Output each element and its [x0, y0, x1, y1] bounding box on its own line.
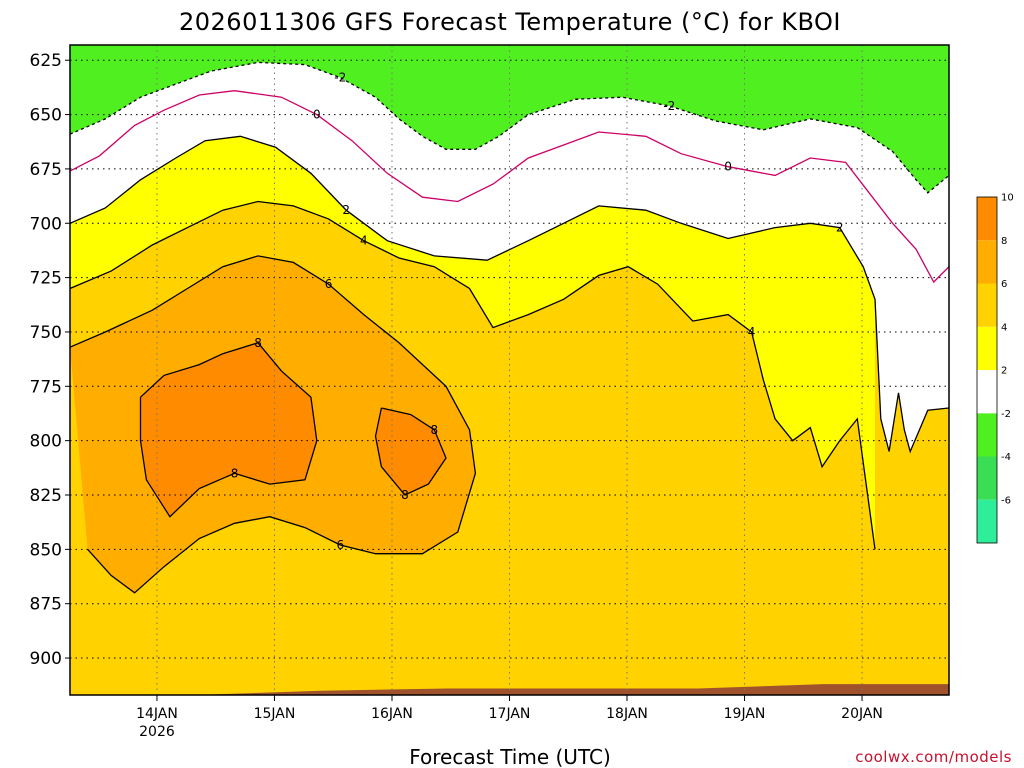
colorbar-swatch	[977, 240, 997, 284]
contour-label: -2	[334, 71, 346, 85]
contour-line-6	[70, 255, 477, 594]
x-tick-label: 18JAN	[606, 706, 648, 722]
x-axis-title: Forecast Time (UTC)	[409, 745, 611, 768]
contour-line--2	[70, 61, 949, 194]
chart-title: 2026011306 GFS Forecast Temperature (°C)…	[179, 8, 841, 36]
contour-label: -2	[663, 99, 675, 113]
credit-link[interactable]: coolwx.com/models	[855, 748, 1012, 766]
y-tick-label: 625	[30, 51, 62, 71]
colorbar-tick-label: 4	[1001, 322, 1007, 333]
contour-label: 2	[342, 203, 350, 217]
colorbar-swatch	[977, 326, 997, 370]
x-tick-sublabel: 2026	[139, 724, 175, 740]
y-tick-label: 725	[30, 269, 62, 289]
contour-label: 0	[724, 160, 732, 174]
contour-line-8	[139, 342, 318, 518]
colorbar-tick-label: 10	[1001, 193, 1014, 204]
y-tick-label: 825	[30, 486, 62, 506]
colorbar: -6 -4 -2 2 4 6 8 10	[976, 193, 1014, 544]
contour-line-2	[70, 135, 949, 454]
colorbar-tick-label: 6	[1001, 279, 1007, 290]
x-tick-label: 14JAN	[136, 706, 178, 722]
colorbar-frame	[976, 196, 998, 544]
y-tick-label: 900	[30, 649, 62, 669]
y-tick-label: 775	[30, 377, 62, 397]
colorbar-swatch	[977, 197, 997, 241]
colorbar-tick-label: -2	[1001, 409, 1011, 420]
colorbar-swatch	[977, 456, 997, 500]
contour-label: 8	[231, 466, 239, 480]
colorbar-swatch	[977, 413, 997, 457]
colorbar-tick-label: 2	[1001, 366, 1007, 377]
contour-label: 6	[336, 538, 344, 552]
band-above-8	[375, 408, 446, 495]
contour-label: 4	[360, 234, 368, 248]
y-tick-label: 875	[30, 595, 62, 615]
colorbar-swatch	[977, 370, 997, 414]
x-tick-label: 20JAN	[841, 706, 883, 722]
x-tick-label: 17JAN	[489, 706, 531, 722]
colorbar-swatch	[977, 283, 997, 327]
contour-label: 8	[430, 423, 438, 437]
y-tick-label: 675	[30, 160, 62, 180]
contour-label: 2	[836, 221, 844, 235]
contour-label: 8	[254, 336, 262, 350]
contour-label: 6	[325, 277, 333, 291]
y-tick-label: 700	[30, 214, 62, 234]
colorbar-tick-label: -6	[1001, 495, 1011, 506]
contour-label: 8	[401, 488, 409, 502]
y-tick-label: 750	[30, 323, 62, 343]
contour-line-8	[374, 407, 447, 496]
y-tick-label: 650	[30, 106, 62, 126]
x-tick-label: 19JAN	[724, 706, 766, 722]
y-tick-label: 800	[30, 432, 62, 452]
x-tick-label: 16JAN	[371, 706, 413, 722]
colorbar-tick-label: 8	[1001, 236, 1007, 247]
contour-line-4	[70, 200, 876, 550]
contour-line-0	[70, 90, 949, 284]
band-minus4-to-minus2	[70, 45, 949, 193]
y-tick-label: 850	[30, 540, 62, 560]
band-above-8	[140, 342, 317, 517]
contour-label: 4	[748, 325, 756, 339]
x-tick-label: 15JAN	[254, 706, 296, 722]
colorbar-tick-label: -4	[1001, 452, 1011, 463]
colorbar-swatch	[977, 499, 997, 543]
contour-label: 0	[313, 108, 321, 122]
band-minus2-to-2	[70, 45, 949, 452]
